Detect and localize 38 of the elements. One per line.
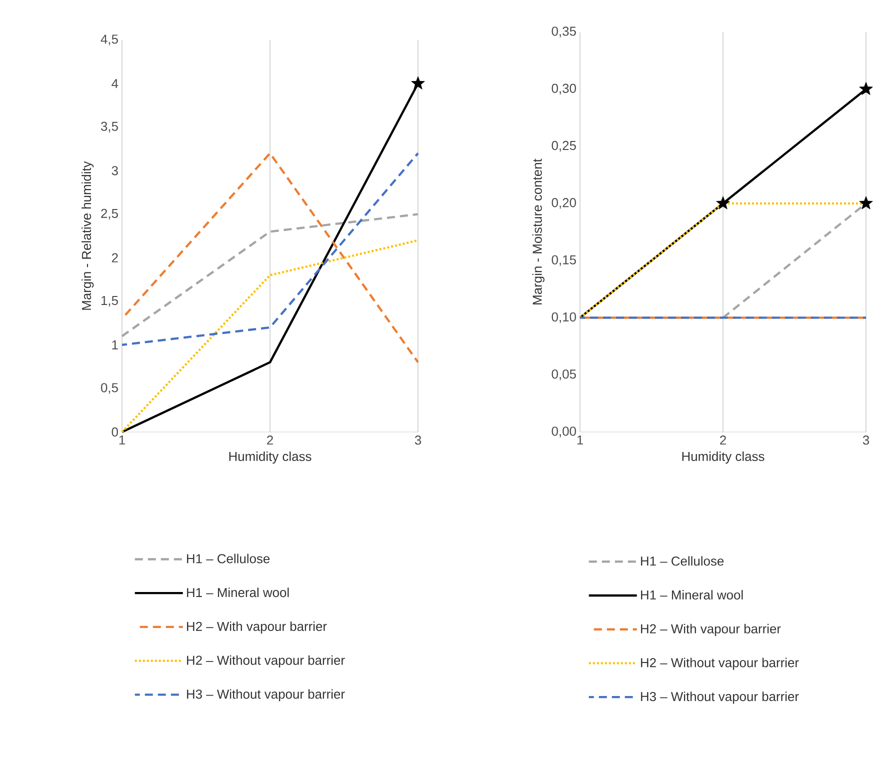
y-tick-label: 0,10 (552, 312, 576, 324)
x-tick-label: 3 (414, 436, 422, 445)
legend-label: H2 – Without vapour barrier (187, 655, 345, 668)
y-tick-label: 1 (112, 340, 118, 350)
y-tick-label: 0,25 (552, 140, 576, 152)
legend-label: H2 – With vapour barrier (187, 621, 327, 634)
y-tick-label: 0,15 (552, 255, 576, 266)
x-axis-title: Humidity class (229, 452, 312, 464)
legend-label: H1 – Cellulose (641, 556, 724, 566)
x-tick-label: 2 (720, 436, 726, 445)
x-tick-label: 3 (862, 436, 870, 445)
y-tick-label: 4 (112, 79, 118, 88)
legend-label: H2 – Without vapour barrier (641, 658, 799, 670)
legend-label: H1 – Cellulose (187, 554, 270, 564)
y-tick-label: 0,5 (100, 383, 118, 394)
y-tick-label: 0 (112, 427, 118, 437)
y-tick-label: 3 (112, 166, 118, 176)
y-tick-label: 0,20 (552, 198, 576, 209)
y-tick-label: 3,5 (100, 122, 118, 132)
legend-label: H2 – With vapour barrier (641, 624, 781, 636)
x-axis-title: Humidity class (682, 452, 764, 464)
y-tick-label: 2 (112, 253, 118, 262)
y-tick-label: 0,05 (552, 369, 576, 380)
legend-label: H3 – Without vapour barrier (187, 689, 345, 702)
y-tick-label: 0,35 (552, 26, 576, 38)
y-axis-title: Margin - Relative humidity (82, 161, 94, 310)
y-tick-label: 4,5 (100, 34, 118, 46)
legend-label: H1 – Mineral wool (641, 590, 743, 600)
legend-label: H1 – Mineral wool (187, 588, 289, 598)
y-tick-label: 0,30 (552, 84, 576, 94)
x-tick-label: 2 (267, 436, 273, 445)
y-tick-label: 2,5 (101, 208, 118, 220)
y-tick-label: 1,5 (101, 296, 118, 307)
x-tick-label: 1 (119, 436, 125, 444)
legend-label: H3 – Without vapour barrier (641, 692, 799, 704)
y-tick-label: 0,00 (552, 426, 576, 438)
y-axis-title: Margin - Moisture content (532, 158, 544, 304)
x-tick-label: 1 (577, 436, 583, 444)
